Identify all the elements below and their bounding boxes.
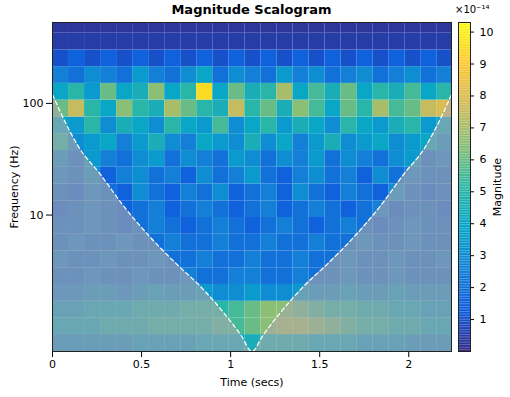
svg-text:1.5: 1.5 xyxy=(311,358,329,371)
svg-text:2: 2 xyxy=(480,281,487,294)
svg-text:8: 8 xyxy=(480,89,487,102)
svg-text:4: 4 xyxy=(480,217,487,230)
svg-text:1: 1 xyxy=(480,313,487,326)
html-text:Magnitude Scalogram: Magnitude Scalogram xyxy=(171,2,332,17)
svg-text:100: 100 xyxy=(23,97,44,110)
svg-text:5: 5 xyxy=(480,185,487,198)
svg-text:Frequency (Hz): Frequency (Hz) xyxy=(8,146,21,229)
svg-text:3: 3 xyxy=(480,249,487,262)
svg-text:10: 10 xyxy=(30,209,44,222)
svg-text:10: 10 xyxy=(480,26,494,39)
svg-text:0.5: 0.5 xyxy=(133,358,151,371)
svg-text:Magnitude: Magnitude xyxy=(491,158,504,217)
html-text:×10⁻¹⁴: ×10⁻¹⁴ xyxy=(455,4,490,15)
svg-text:2: 2 xyxy=(405,358,412,371)
svg-text:Time (secs): Time (secs) xyxy=(219,376,283,389)
svg-text:0: 0 xyxy=(49,358,56,371)
svg-text:6: 6 xyxy=(480,153,487,166)
svg-text:9: 9 xyxy=(480,58,487,71)
svg-text:7: 7 xyxy=(480,121,487,134)
svg-text:1: 1 xyxy=(227,358,234,371)
